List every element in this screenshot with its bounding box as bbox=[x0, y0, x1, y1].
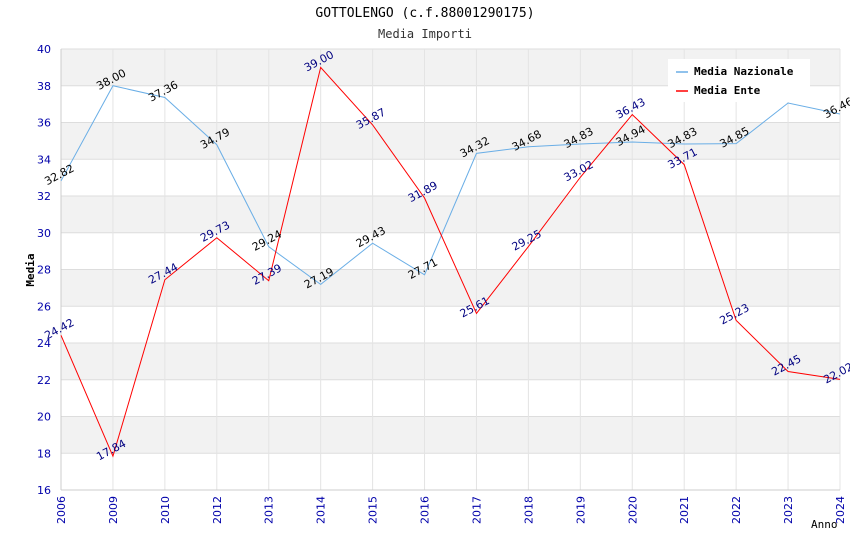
grid-band bbox=[61, 269, 840, 307]
x-tick-label: 2006 bbox=[55, 496, 68, 524]
x-tick-label: 2010 bbox=[159, 496, 172, 524]
legend-label-media-ente: Media Ente bbox=[694, 84, 761, 97]
y-tick-label: 18 bbox=[37, 447, 51, 460]
x-tick-label: 2021 bbox=[678, 496, 691, 524]
x-tick-label: 2023 bbox=[782, 496, 795, 524]
y-tick-label: 30 bbox=[37, 227, 51, 240]
x-tick-labels: 2006 2009 2010 2012 2013 2014 2015 2016 2017 2018… bbox=[55, 496, 847, 524]
x-tick-label: 2024 bbox=[834, 496, 847, 524]
x-tick-label: 2018 bbox=[522, 496, 535, 524]
y-tick-label: 20 bbox=[37, 411, 51, 424]
y-tick-label: 24 bbox=[37, 337, 51, 350]
x-tick-label: 2014 bbox=[315, 496, 328, 524]
grid-band bbox=[61, 232, 840, 270]
chart-title: GOTTOLENGO (c.f.88001290175) bbox=[315, 6, 535, 21]
y-axis-label: Media bbox=[24, 253, 37, 286]
y-tick-label: 16 bbox=[37, 484, 51, 497]
grid-band bbox=[61, 122, 840, 160]
x-tick-label: 2016 bbox=[419, 496, 432, 524]
grid-lines bbox=[60, 48, 841, 491]
grid-band bbox=[61, 379, 840, 417]
series-line-media-nazionale bbox=[60, 85, 841, 286]
legend-box bbox=[668, 59, 810, 102]
y-tick-label: 28 bbox=[37, 264, 51, 277]
y-tick-label: 22 bbox=[37, 374, 51, 387]
y-tick-label: 26 bbox=[37, 300, 51, 313]
x-tick-label: 2017 bbox=[470, 496, 483, 524]
y-tick-label: 32 bbox=[37, 190, 51, 203]
y-tick-label: 36 bbox=[37, 117, 51, 130]
grid-band bbox=[61, 159, 840, 196]
y-tick-label: 38 bbox=[37, 80, 51, 93]
x-axis-label: Anno bbox=[811, 518, 838, 531]
x-tick-label: 2019 bbox=[574, 496, 587, 524]
x-tick-label: 2009 bbox=[107, 496, 120, 524]
grid-band bbox=[61, 343, 840, 380]
grid-band bbox=[61, 306, 840, 343]
legend: Media Nazionale Media Ente bbox=[668, 59, 810, 102]
x-tick-label: 2012 bbox=[211, 496, 224, 524]
x-tick-label: 2020 bbox=[626, 496, 639, 524]
grid-band bbox=[61, 453, 840, 490]
y-tick-label: 34 bbox=[37, 153, 51, 166]
x-tick-label: 2013 bbox=[263, 496, 276, 524]
y-tick-label: 40 bbox=[37, 43, 51, 56]
series-lines bbox=[60, 66, 841, 458]
legend-label-media-nazionale: Media Nazionale bbox=[694, 65, 794, 78]
x-tick-label: 2022 bbox=[730, 496, 743, 524]
chart-subtitle: Media Importi bbox=[378, 27, 472, 41]
grid-band bbox=[61, 416, 840, 454]
series-line-media-ente bbox=[60, 66, 841, 458]
x-tick-label: 2015 bbox=[367, 496, 380, 524]
y-tick-labels: 16 18 20 22 24 26 28 30 32 34 36 38 40 bbox=[37, 43, 51, 497]
